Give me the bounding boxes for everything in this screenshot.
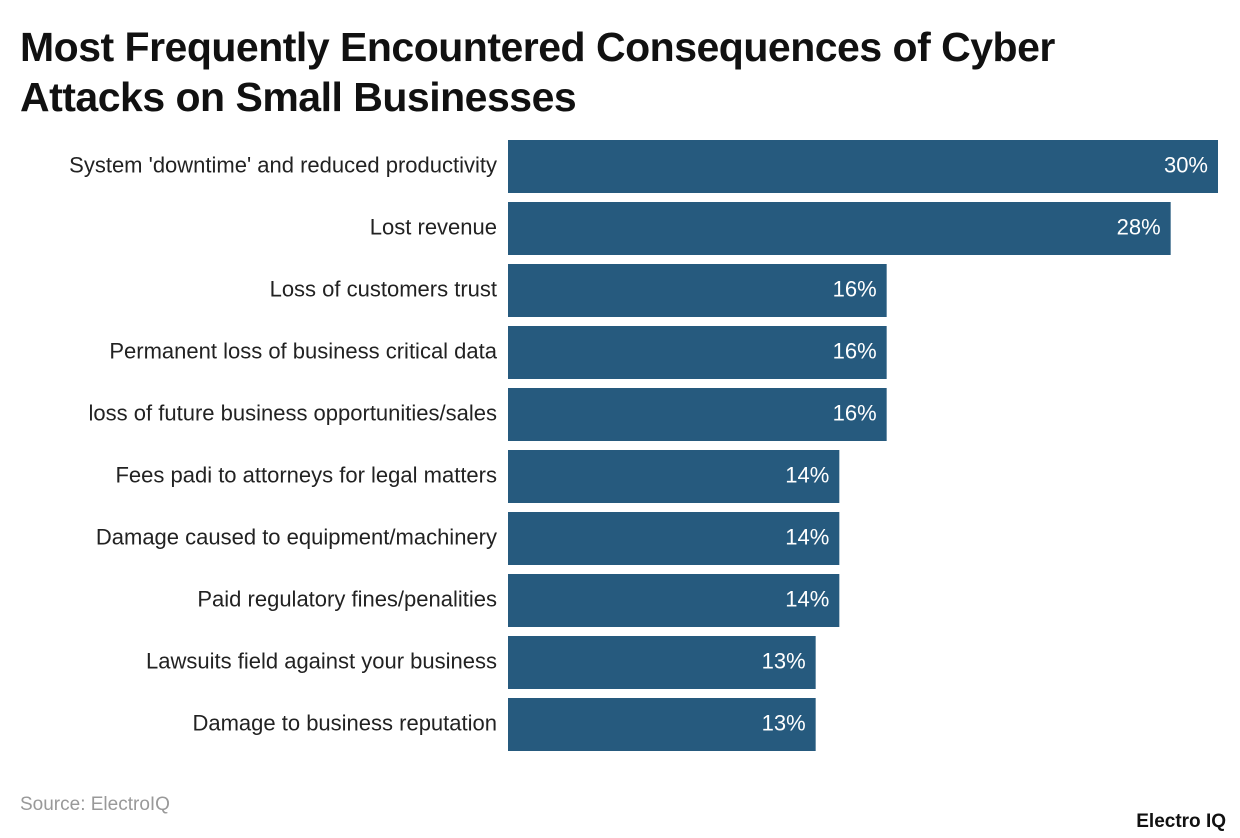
category-label: Fees padi to attorneys for legal matters <box>115 462 497 487</box>
category-label: System 'downtime' and reduced productivi… <box>69 152 497 177</box>
value-label: 28% <box>1117 214 1161 239</box>
bar <box>508 388 887 441</box>
category-label: Lost revenue <box>370 214 497 239</box>
bar <box>508 140 1218 193</box>
category-label: Permanent loss of business critical data <box>109 338 497 363</box>
value-label: 30% <box>1164 152 1208 177</box>
bar <box>508 264 887 317</box>
bar <box>508 698 816 751</box>
category-label: Loss of customers trust <box>270 276 497 301</box>
value-label: 14% <box>785 462 829 487</box>
bar <box>508 574 840 627</box>
category-label: Damage caused to equipment/machinery <box>96 524 497 549</box>
chart-title: Most Frequently Encountered Consequences… <box>20 24 1055 120</box>
bar <box>508 450 840 503</box>
value-label: 14% <box>785 524 829 549</box>
value-label: 13% <box>762 710 806 735</box>
source: Source: ElectroIQ <box>20 794 170 815</box>
bar <box>508 512 840 565</box>
category-label: Lawsuits field against your business <box>146 648 497 673</box>
value-label: 16% <box>833 338 877 363</box>
bar <box>508 636 816 689</box>
value-label: 14% <box>785 586 829 611</box>
category-label: loss of future business opportunities/sa… <box>89 400 497 425</box>
category-label: Damage to business reputation <box>192 710 497 735</box>
value-label: 13% <box>762 648 806 673</box>
brand: Electro IQ <box>1136 811 1226 832</box>
category-label: Paid regulatory fines/penalities <box>197 586 497 611</box>
bar <box>508 326 887 379</box>
value-label: 16% <box>833 276 877 301</box>
value-label: 16% <box>833 400 877 425</box>
bar <box>508 202 1171 255</box>
